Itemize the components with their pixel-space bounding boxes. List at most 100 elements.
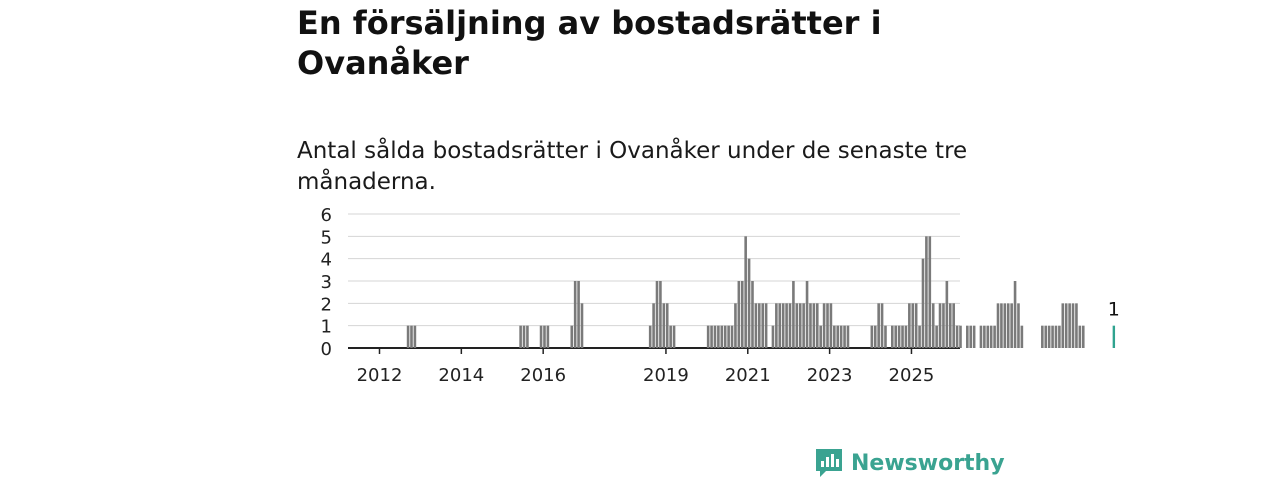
bar	[781, 303, 785, 348]
bar	[665, 303, 669, 348]
bar	[580, 303, 584, 348]
x-tick-label: 2012	[357, 365, 403, 386]
bar	[996, 303, 1000, 348]
bar	[870, 325, 874, 348]
bar	[928, 236, 932, 348]
bar	[938, 303, 942, 348]
bar	[1013, 281, 1017, 348]
y-tick-label: 5	[321, 227, 332, 248]
bar	[410, 325, 413, 348]
bar	[1075, 303, 1078, 348]
x-tick-label: 2019	[643, 365, 689, 386]
bar	[877, 303, 880, 348]
bar	[771, 325, 775, 348]
bar	[812, 303, 816, 348]
bar	[839, 325, 843, 348]
bar	[539, 325, 543, 348]
bar	[908, 303, 911, 348]
bar	[986, 325, 990, 348]
bar	[891, 325, 894, 348]
bar	[836, 325, 840, 348]
bar	[945, 281, 949, 348]
bar	[809, 303, 812, 348]
bar	[717, 325, 720, 348]
bar	[1051, 325, 1054, 348]
bar	[1078, 325, 1082, 348]
bar	[802, 303, 805, 348]
bar	[935, 325, 938, 348]
bar	[894, 325, 898, 348]
bar	[734, 303, 737, 348]
bar	[662, 303, 666, 348]
bar	[519, 325, 522, 348]
bar	[966, 325, 969, 348]
bar	[740, 281, 744, 348]
bar	[792, 281, 795, 348]
bar	[526, 325, 529, 348]
bar	[1010, 303, 1013, 348]
bar	[1081, 325, 1085, 348]
bar	[413, 325, 417, 348]
bar	[983, 325, 986, 348]
page-title: En försäljning av bostadsrätter i Ovanåk…	[297, 4, 882, 82]
x-tick-label: 2021	[725, 365, 771, 386]
bar	[754, 303, 758, 348]
bar	[897, 325, 901, 348]
x-tick-label: 2016	[520, 365, 566, 386]
bar	[543, 325, 546, 348]
brand-logo[interactable]: Newsworthy	[814, 446, 1005, 480]
bar	[788, 303, 792, 348]
bar	[751, 281, 754, 348]
bar	[758, 303, 761, 348]
bar	[1071, 303, 1075, 348]
bar	[826, 303, 829, 348]
x-axis-ticks: 2012 2014 2016 2019 2021 2023 2025	[357, 348, 935, 386]
bar	[815, 303, 819, 348]
bar	[723, 325, 727, 348]
bar	[727, 325, 730, 348]
bar	[1000, 303, 1003, 348]
bar	[710, 325, 713, 348]
bar	[1044, 325, 1048, 348]
bar	[914, 303, 918, 348]
highlight-bar	[1112, 325, 1116, 348]
y-tick-label: 4	[321, 250, 332, 271]
x-tick-label: 2025	[889, 365, 935, 386]
bar	[406, 325, 410, 348]
bar	[737, 281, 741, 348]
y-tick-label: 2	[321, 294, 332, 315]
y-tick-label: 3	[321, 272, 332, 293]
chart-annotations: 1	[1108, 299, 1120, 321]
bar	[959, 325, 962, 348]
bar	[655, 281, 659, 348]
bar	[911, 303, 915, 348]
bar	[798, 303, 802, 348]
bar	[1068, 303, 1071, 348]
y-tick-label: 1	[321, 317, 332, 338]
bar	[764, 303, 768, 348]
bar	[1041, 325, 1044, 348]
chart-subtitle: Antal sålda bostadsrätter i Ovanåker und…	[297, 138, 968, 195]
newsworthy-logo-icon	[816, 449, 842, 477]
bar	[829, 303, 833, 348]
bar	[846, 325, 850, 348]
bar	[904, 325, 908, 348]
bar	[775, 303, 778, 348]
bar	[546, 325, 550, 348]
bar	[672, 325, 676, 348]
y-tick-label: 6	[321, 205, 332, 226]
bar	[993, 325, 996, 348]
bar	[948, 303, 952, 348]
brand-name: Newsworthy	[851, 450, 1005, 476]
bar	[652, 303, 655, 348]
bar	[1003, 303, 1007, 348]
bar	[873, 325, 877, 348]
bar	[901, 325, 904, 348]
bar	[1064, 303, 1068, 348]
bar	[884, 325, 887, 348]
bar	[921, 258, 925, 348]
bar	[1017, 303, 1020, 348]
bar	[989, 325, 993, 348]
